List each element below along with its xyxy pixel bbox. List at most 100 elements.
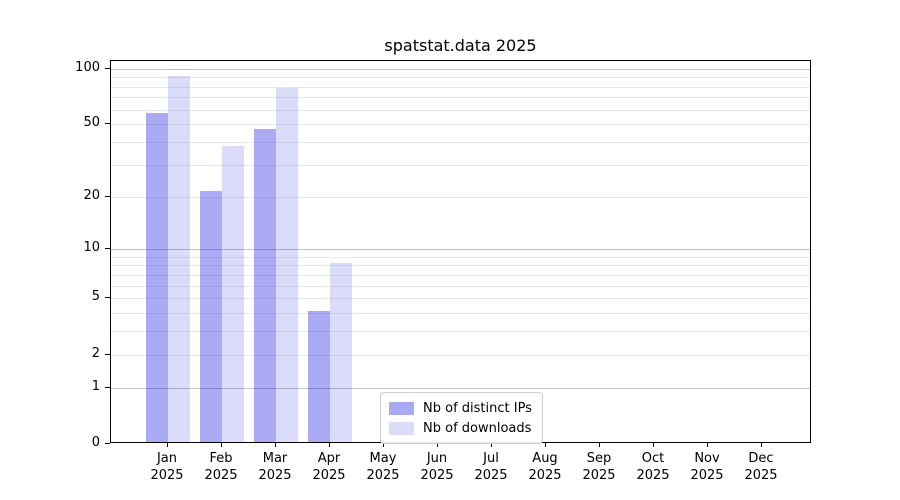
y-tick-label: 100 — [75, 59, 100, 75]
legend-entry: Nb of distinct IPs — [389, 398, 532, 418]
x-tick-year: 2025 — [636, 468, 670, 483]
legend-label: Nb of distinct IPs — [423, 400, 532, 416]
minor-gridline — [111, 77, 810, 79]
minor-gridline — [111, 265, 810, 267]
major-gridline — [111, 249, 810, 251]
x-tick — [761, 443, 762, 447]
bar-jan-downloads — [168, 76, 190, 442]
y-tick — [105, 353, 110, 355]
x-tick-label: May 2025 — [355, 450, 411, 484]
x-tick — [599, 443, 600, 447]
y-tick — [105, 195, 110, 197]
x-tick-month: Jun — [426, 451, 448, 466]
x-tick — [491, 443, 492, 447]
minor-gridline — [111, 285, 810, 287]
x-tick-month: Nov — [694, 451, 720, 466]
x-tick-month: Mar — [262, 451, 288, 466]
x-tick-year: 2025 — [150, 468, 184, 483]
x-tick-label: Aug 2025 — [517, 450, 573, 484]
minor-gridline — [111, 331, 810, 333]
legend: Nb of distinct IPs Nb of downloads — [380, 392, 543, 444]
bar-feb-ips — [200, 190, 222, 442]
legend-label: Nb of downloads — [423, 420, 532, 436]
y-tick-label: 0 — [91, 435, 100, 450]
x-tick-year: 2025 — [528, 468, 562, 483]
minor-gridline — [111, 97, 810, 99]
x-tick-label: Oct 2025 — [625, 450, 681, 484]
x-tick-month: Sep — [586, 451, 612, 466]
x-tick-month: Feb — [209, 451, 233, 466]
x-tick — [437, 443, 438, 447]
minor-gridline — [111, 354, 810, 356]
x-tick-month: Jan — [156, 451, 178, 466]
x-tick-label: Jan 2025 — [139, 450, 195, 484]
y-tick-label: 10 — [83, 240, 100, 256]
bar-apr-ips — [308, 311, 330, 442]
y-tick-label: 2 — [91, 345, 100, 361]
minor-gridline — [111, 86, 810, 88]
x-tick — [329, 443, 330, 447]
minor-gridline — [111, 313, 810, 315]
y-tick-label: 5 — [91, 289, 100, 305]
x-tick-year: 2025 — [420, 468, 454, 483]
x-tick-label: Apr 2025 — [301, 450, 357, 484]
x-tick-year: 2025 — [258, 468, 292, 483]
bar-apr-downloads — [330, 263, 352, 442]
y-tick — [105, 386, 110, 388]
x-tick-month: May — [369, 451, 397, 466]
minor-gridline — [111, 164, 810, 166]
x-tick-label: Nov 2025 — [679, 450, 735, 484]
x-tick-month: Apr — [317, 451, 341, 466]
y-tick-label: 50 — [83, 115, 100, 131]
x-tick — [653, 443, 654, 447]
y-tick — [105, 248, 110, 250]
bar-mar-downloads — [276, 87, 298, 442]
y-tick — [105, 297, 110, 299]
x-tick-label: Feb 2025 — [193, 450, 249, 484]
minor-gridline — [111, 109, 810, 111]
major-gridline — [111, 68, 810, 70]
y-tick — [105, 443, 110, 444]
bar-feb-downloads — [222, 146, 244, 442]
x-tick-year: 2025 — [582, 468, 616, 483]
x-tick — [275, 443, 276, 447]
x-tick — [545, 443, 546, 447]
chart-title: spatstat.data 2025 — [384, 36, 537, 55]
x-tick — [167, 443, 168, 447]
y-tick — [105, 123, 110, 125]
legend-swatch — [389, 421, 414, 435]
x-tick-label: Jun 2025 — [409, 450, 465, 484]
x-tick-month: Jul — [483, 451, 499, 466]
x-tick-month: Aug — [532, 451, 558, 466]
y-tick-label: 20 — [83, 187, 100, 203]
x-tick-label: Sep 2025 — [571, 450, 627, 484]
major-gridline — [111, 387, 810, 389]
minor-gridline — [111, 298, 810, 300]
x-tick — [221, 443, 222, 447]
minor-gridline — [111, 142, 810, 144]
x-tick-year: 2025 — [204, 468, 238, 483]
y-tick-label: 1 — [91, 378, 100, 394]
minor-gridline — [111, 274, 810, 276]
x-tick-year: 2025 — [474, 468, 508, 483]
x-tick-year: 2025 — [744, 468, 778, 483]
y-tick — [105, 67, 110, 69]
plot-area — [110, 60, 811, 443]
x-tick-label: Jul 2025 — [463, 450, 519, 484]
x-tick-month: Dec — [748, 451, 774, 466]
x-tick-year: 2025 — [312, 468, 346, 483]
bar-mar-ips — [254, 129, 276, 442]
minor-gridline — [111, 124, 810, 126]
minor-gridline — [111, 256, 810, 258]
x-tick-year: 2025 — [690, 468, 724, 483]
x-tick-label: Dec 2025 — [733, 450, 789, 484]
x-tick-year: 2025 — [366, 468, 400, 483]
x-tick-label: Mar 2025 — [247, 450, 303, 484]
x-tick — [383, 443, 384, 447]
x-tick — [707, 443, 708, 447]
bar-jan-ips — [146, 113, 168, 442]
minor-gridline — [111, 196, 810, 198]
